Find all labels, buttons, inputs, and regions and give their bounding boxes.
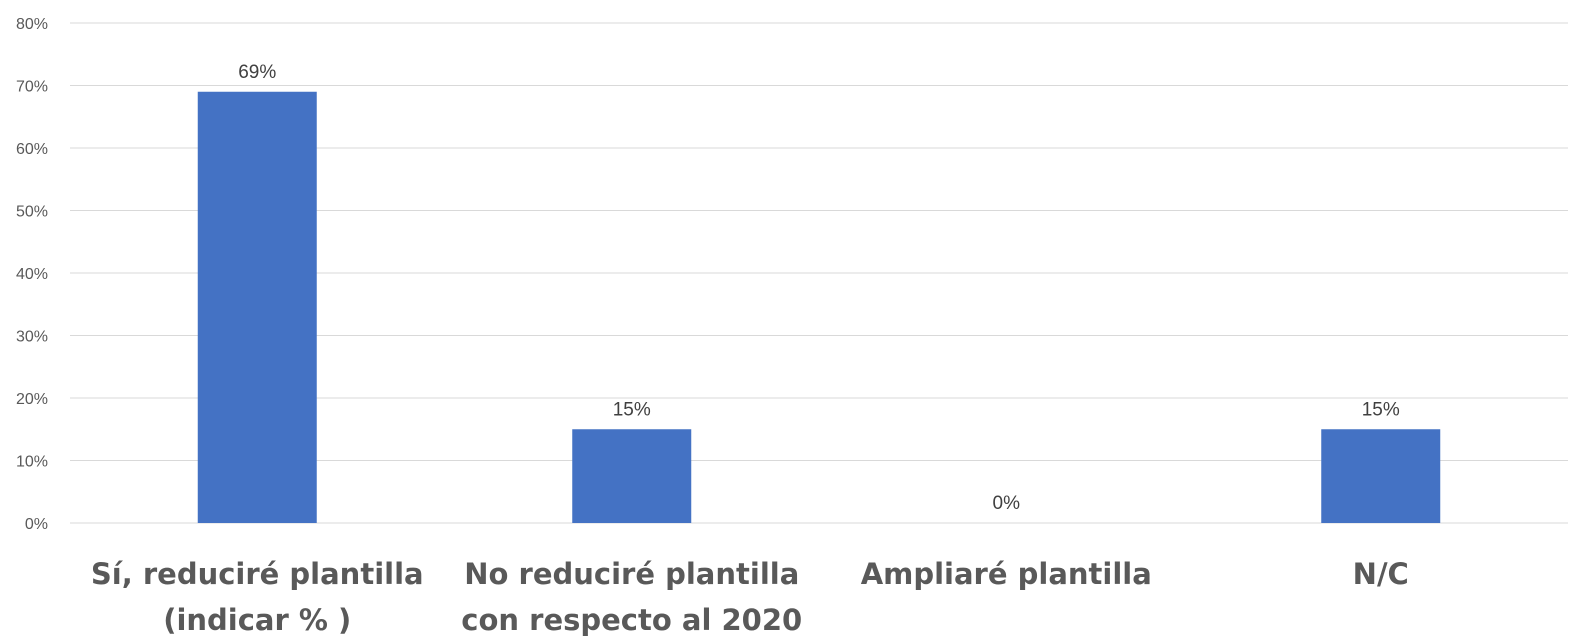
bar <box>572 429 692 523</box>
y-axis-tick-labels: 0% 10% 20% 30% 40% 50% 60% 70% 80% <box>16 16 48 533</box>
y-tick-label: 80% <box>16 16 48 33</box>
y-tick-label: 50% <box>16 204 48 221</box>
y-tick-label: 70% <box>16 79 48 96</box>
y-tick-label: 60% <box>16 141 48 158</box>
y-tick-label: 0% <box>25 516 48 533</box>
category-label: Ampliaré plantilla <box>861 557 1152 591</box>
y-tick-label: 10% <box>16 454 48 471</box>
category-labels: Sí, reduciré plantilla (indicar % ) No red… <box>91 557 1409 636</box>
data-label: 69% <box>238 62 276 83</box>
category-label: N/C <box>1353 557 1409 591</box>
data-labels: 69% 15% 0% 15% <box>238 62 1400 514</box>
data-label: 15% <box>1362 399 1400 420</box>
y-tick-label: 30% <box>16 329 48 346</box>
gridlines <box>70 22 1568 524</box>
data-label: 0% <box>993 493 1021 514</box>
bar <box>1321 429 1441 523</box>
y-tick-label: 20% <box>16 391 48 408</box>
y-tick-label: 40% <box>16 266 48 283</box>
category-label: (indicar % ) <box>163 603 351 636</box>
category-label: con respecto al 2020 <box>461 603 802 636</box>
category-label: Sí, reduciré plantilla <box>91 557 424 591</box>
bar <box>197 91 317 523</box>
category-label: No reduciré plantilla <box>464 557 799 591</box>
data-label: 15% <box>613 399 651 420</box>
bars <box>197 91 1441 523</box>
